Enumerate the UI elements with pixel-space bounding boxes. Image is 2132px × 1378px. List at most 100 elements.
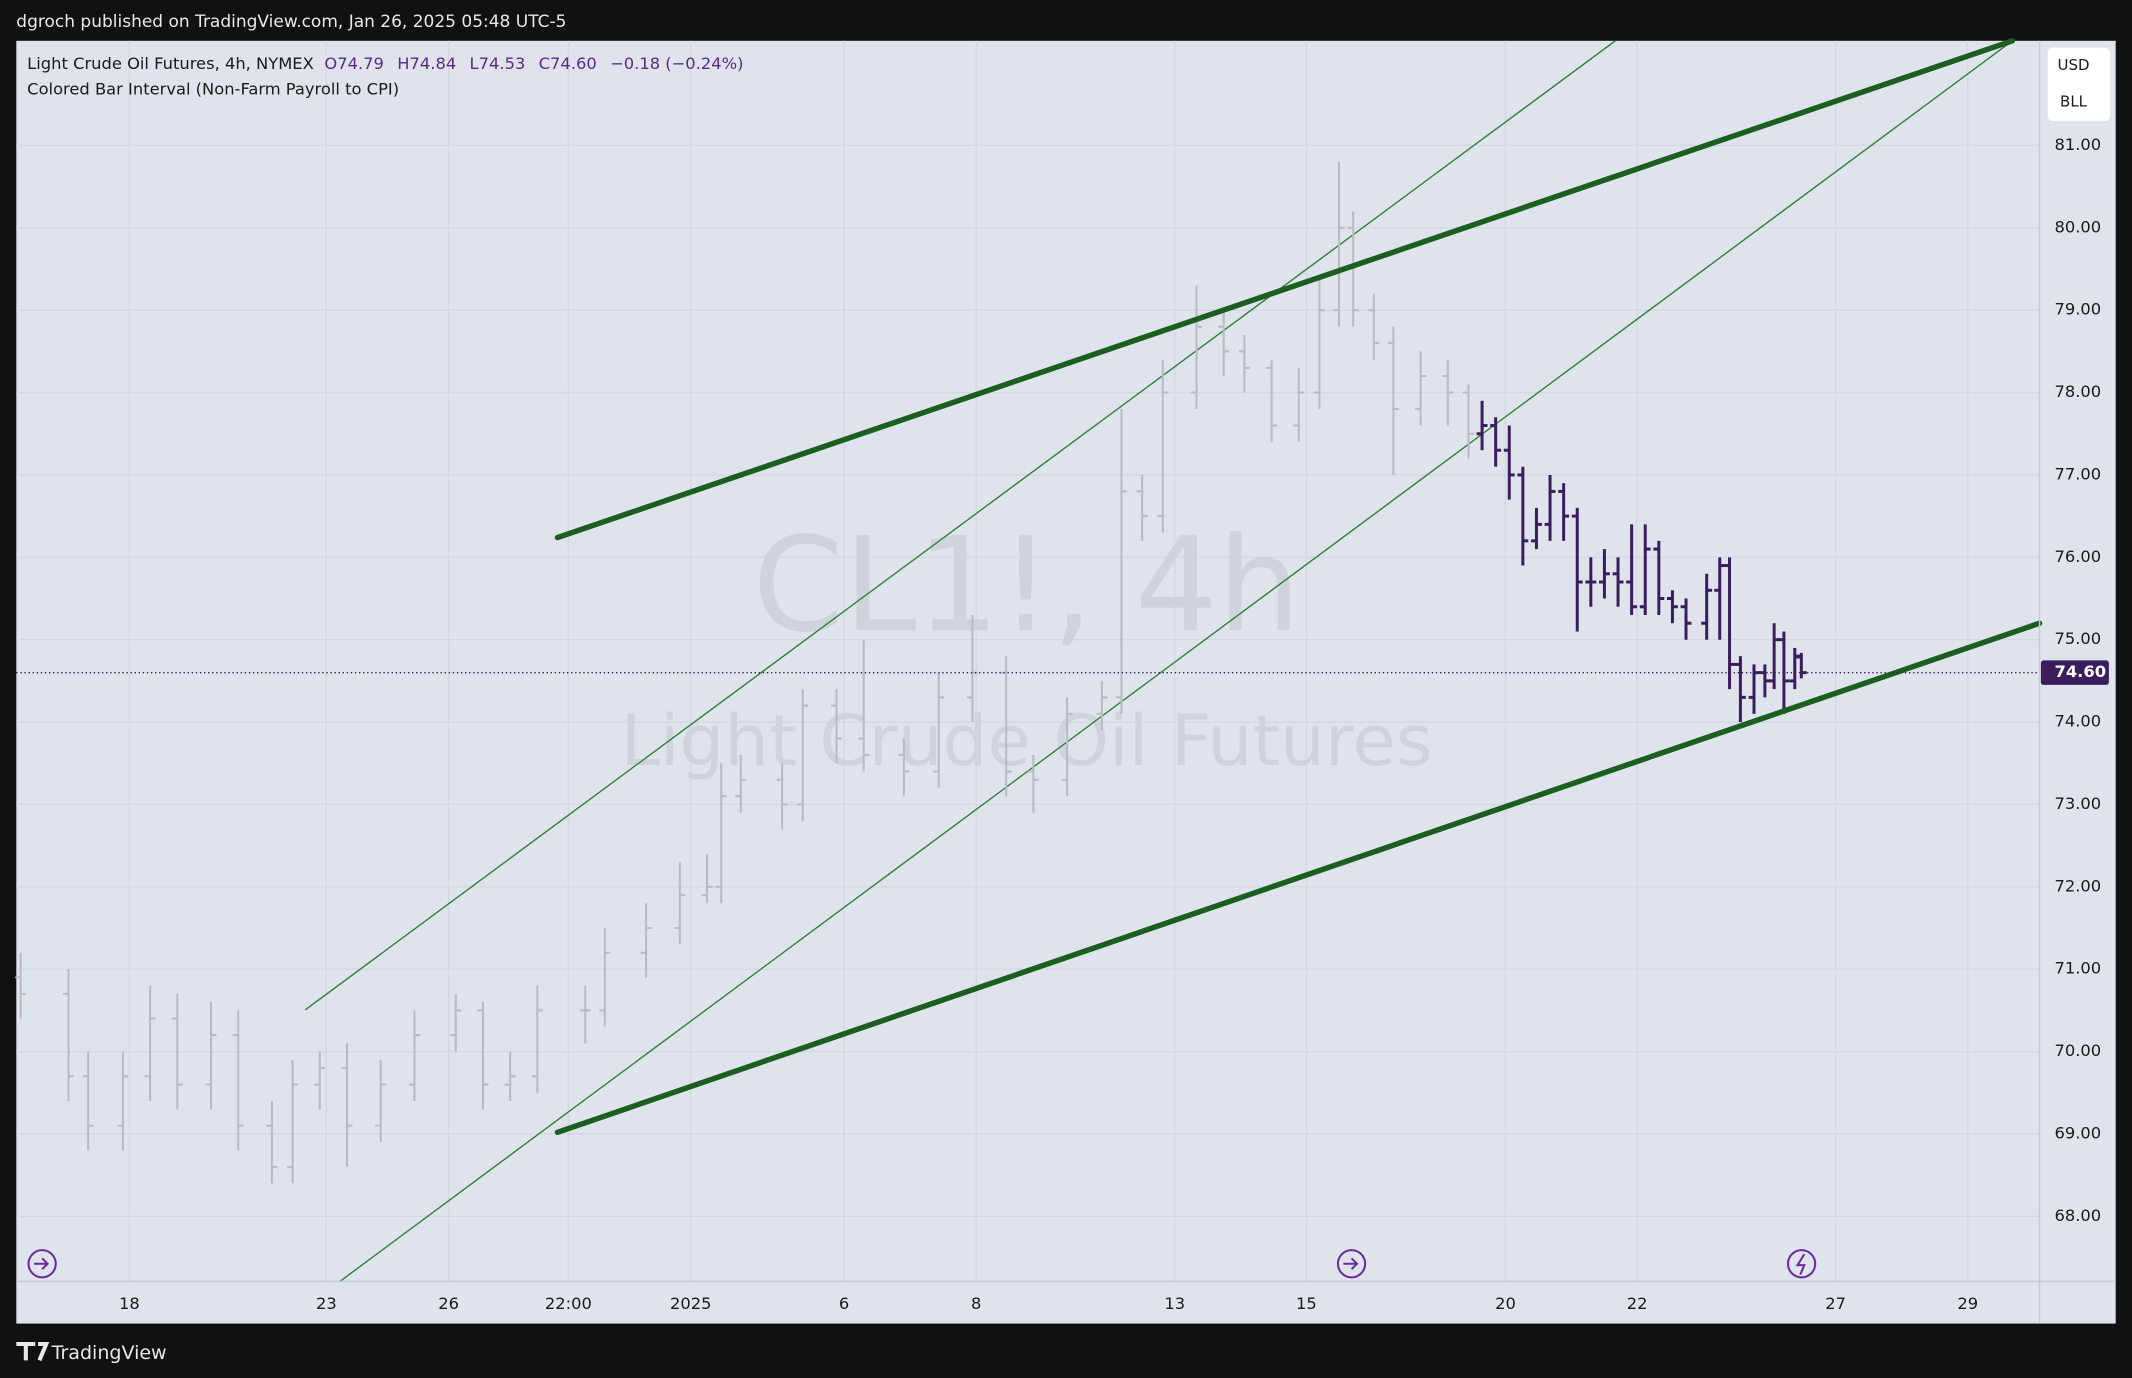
watermark-description: Light Crude Oil Futures — [620, 699, 1432, 782]
trend-line — [554, 38, 2016, 541]
legend-change: −0.18 (−0.24%) — [610, 53, 743, 72]
ohlc-bar — [831, 689, 842, 764]
legend-close: C74.60 — [539, 53, 597, 72]
x-tick-label: 13 — [1164, 1294, 1185, 1313]
ohlc-bar — [408, 1010, 420, 1102]
ohlc-bar — [504, 1051, 516, 1102]
legend: Light Crude Oil Futures, 4h, NYMEX O74.7… — [27, 53, 743, 98]
event-icon[interactable] — [1336, 1249, 1367, 1279]
ohlc-bar — [477, 1002, 489, 1110]
ohlc-bar — [1544, 474, 1556, 541]
ohlc-bar — [1626, 524, 1638, 615]
ohlc-bar — [1136, 474, 1148, 541]
legend-low: L74.53 — [470, 53, 526, 72]
x-tick-label: 23 — [316, 1294, 337, 1313]
x-tick-label: 8 — [971, 1294, 981, 1313]
chart-panel — [16, 40, 2116, 1324]
publisher: dgroch published on TradingView.com, Jan… — [16, 12, 566, 32]
plot — [15, 38, 2043, 1283]
x-tick-label: 27 — [1825, 1294, 1846, 1313]
ohlc-bar — [117, 1051, 129, 1151]
ohlc-bar — [701, 853, 713, 904]
indicator-name: Colored Bar Interval (Non-Farm Payroll t… — [27, 79, 399, 98]
ohlc-bar — [1490, 417, 1502, 467]
ohlc-bar — [1517, 466, 1529, 566]
event-icon-bolt — [1795, 1253, 1806, 1276]
y-tick-label: 71.00 — [2054, 959, 2101, 978]
ohlc-bar — [1387, 326, 1399, 475]
ohlc-bar — [1476, 400, 1488, 451]
ohlc-bar — [1734, 656, 1746, 723]
ohlc-bar — [1368, 293, 1380, 360]
ohlc-bar — [599, 928, 611, 1027]
ohlc-bar — [674, 862, 686, 945]
ohlc-bar — [375, 1059, 387, 1143]
ohlc-bar — [314, 1051, 326, 1110]
ohlc-bar — [531, 985, 543, 1093]
ohlc-bar — [1191, 285, 1202, 410]
legend-symbol: Light Crude Oil Futures, 4h, NYMEX — [27, 53, 314, 72]
ohlc-bar — [933, 672, 945, 788]
y-tick-label: 77.00 — [2054, 464, 2101, 483]
ohlc-bar — [171, 993, 183, 1110]
y-tick-label: 78.00 — [2054, 382, 2101, 401]
ohlc-bar — [450, 993, 462, 1052]
ohlc-bar — [82, 1051, 94, 1151]
last-price-tag — [2040, 660, 2109, 685]
ohlc-bar — [858, 639, 870, 772]
ohlc-bar — [1680, 598, 1692, 640]
legend-high: H74.84 — [397, 53, 456, 72]
channel-line — [339, 40, 2014, 1283]
currency-box[interactable] — [2047, 47, 2111, 122]
ohlc-bar — [63, 969, 74, 1102]
y-tick-label: 81.00 — [2054, 135, 2101, 154]
y-tick-label: 72.00 — [2054, 876, 2101, 895]
channel-line — [304, 40, 1616, 1011]
ohlc-bar — [797, 689, 809, 821]
event-icon[interactable] — [1786, 1249, 1817, 1279]
ohlc-bar — [1599, 549, 1610, 599]
ohlc-bar — [1266, 359, 1278, 442]
ohlc-bar — [287, 1059, 299, 1184]
ohlc-bar — [232, 1010, 244, 1151]
event-icon-arrow — [33, 1257, 50, 1270]
ohlc-bar — [1157, 359, 1169, 533]
trend-line — [554, 620, 2043, 1136]
ohlc-bar — [1293, 367, 1305, 442]
ohlc-bar — [15, 952, 27, 1019]
ohlc-bar — [1415, 351, 1427, 426]
ohlc-bar — [1585, 557, 1597, 607]
ohlc-bar — [1531, 507, 1542, 550]
y-tick-label: 69.00 — [2054, 1123, 2101, 1142]
ohlc-bar — [1096, 680, 1108, 731]
event-icon[interactable] — [27, 1249, 57, 1279]
ohlc-bar — [1218, 310, 1230, 377]
ohlc-bar — [1314, 277, 1325, 410]
x-tick-label: 26 — [438, 1294, 459, 1313]
x-tick-label: 20 — [1495, 1294, 1516, 1313]
x-tick-label: 29 — [1957, 1294, 1978, 1313]
ohlc-bar — [1701, 573, 1713, 640]
ohlc-bar — [579, 985, 591, 1044]
ohlc-bar — [1571, 507, 1583, 632]
ohlc-bar — [1612, 557, 1624, 607]
ohlc-bar — [1653, 540, 1665, 615]
ohlc-bar — [1639, 524, 1651, 615]
ohlc-bar — [1724, 557, 1735, 690]
event-icons — [27, 1249, 1817, 1279]
ohlc-bar — [1027, 755, 1039, 813]
unit: BLL — [2060, 93, 2088, 111]
ohlc-bar — [1666, 590, 1678, 624]
last-price-label: 74.60 — [2054, 662, 2106, 681]
ohlc-bar — [1442, 359, 1454, 426]
ohlc-bar — [776, 763, 788, 830]
ohlc-bar — [1238, 334, 1250, 393]
legend-open: O74.79 — [324, 53, 384, 72]
axes: 68.00 69.00 70.00 71.00 72.00 73.00 74.00 75.00… — [119, 135, 2109, 1313]
ohlc-bar — [1558, 483, 1570, 541]
x-tick-label: 18 — [119, 1294, 140, 1313]
brand-logo — [16, 1341, 50, 1362]
y-tick-label: 70.00 — [2054, 1041, 2101, 1060]
